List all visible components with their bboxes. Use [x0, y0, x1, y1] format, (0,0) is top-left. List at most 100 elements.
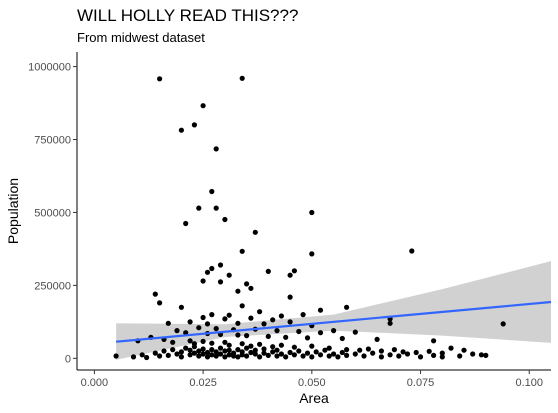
data-point	[274, 353, 280, 359]
data-point	[139, 352, 145, 358]
data-point	[209, 188, 215, 195]
data-point	[200, 278, 206, 284]
data-point	[278, 313, 284, 319]
data-point	[274, 347, 280, 353]
data-point	[304, 335, 311, 341]
data-point	[217, 262, 224, 268]
data-point	[317, 307, 324, 313]
data-point	[187, 338, 193, 344]
data-point	[265, 268, 271, 274]
data-point	[248, 285, 254, 291]
data-point	[300, 312, 306, 318]
data-point	[431, 352, 437, 358]
data-point	[317, 352, 324, 358]
data-point	[157, 353, 163, 359]
data-point	[209, 352, 215, 358]
data-point	[309, 354, 315, 360]
data-point	[226, 312, 232, 318]
data-point	[222, 339, 228, 345]
data-point	[244, 281, 250, 287]
data-point	[235, 320, 241, 326]
data-point	[170, 339, 176, 345]
data-point	[217, 345, 224, 351]
data-point	[213, 205, 219, 211]
data-point	[235, 332, 241, 338]
data-point	[113, 353, 119, 359]
data-point	[339, 349, 345, 356]
data-point	[191, 344, 197, 350]
data-point	[287, 272, 293, 278]
data-point	[178, 127, 184, 133]
confidence-band	[116, 261, 552, 360]
data-point	[226, 342, 232, 348]
data-point	[313, 349, 319, 355]
data-point	[396, 353, 402, 359]
data-point	[296, 328, 302, 335]
data-point	[239, 75, 245, 81]
data-point	[470, 351, 476, 357]
data-point	[270, 317, 276, 323]
data-point	[226, 272, 232, 278]
data-point	[200, 103, 206, 109]
data-point	[304, 350, 311, 356]
data-point	[239, 352, 245, 358]
data-point	[235, 288, 241, 294]
data-point	[278, 351, 284, 357]
data-point	[257, 354, 263, 360]
data-point	[309, 251, 315, 257]
data-point	[287, 349, 293, 356]
data-point	[204, 321, 211, 327]
y-tick-label: 0	[65, 353, 71, 365]
data-point	[213, 353, 219, 359]
data-point	[200, 338, 206, 344]
data-point	[204, 354, 211, 360]
x-axis-ticks: 0.000 0.025 0.050 0.075 0.100	[81, 370, 543, 389]
data-point	[361, 353, 367, 359]
data-point	[152, 350, 158, 356]
x-tick-label: 0.075	[407, 377, 435, 389]
data-point	[378, 348, 384, 354]
chart-subtitle: From midwest dataset	[77, 30, 205, 45]
data-point	[439, 354, 445, 360]
trend-line-layer	[116, 300, 552, 343]
data-point	[178, 354, 184, 360]
data-point	[352, 329, 358, 335]
data-point	[296, 348, 302, 354]
data-point	[265, 333, 271, 339]
data-point	[417, 354, 424, 360]
data-point	[283, 354, 289, 360]
data-point	[191, 122, 197, 128]
data-point	[191, 350, 197, 356]
data-point	[300, 353, 306, 359]
y-axis-ticks: 0 250000 500000 750000 1000000	[28, 62, 77, 365]
data-point	[365, 346, 371, 352]
data-point	[165, 320, 171, 326]
data-point	[291, 352, 297, 358]
x-tick-label: 0.025	[189, 377, 217, 389]
data-point	[378, 354, 384, 360]
y-tick-label: 250000	[34, 280, 71, 292]
data-point	[274, 328, 280, 334]
data-point	[357, 347, 363, 353]
data-point	[209, 347, 215, 353]
data-point	[157, 76, 163, 82]
data-point	[248, 343, 254, 349]
data-point	[252, 351, 258, 357]
data-point	[409, 248, 415, 254]
data-point	[248, 349, 254, 356]
data-point	[222, 316, 228, 322]
data-point	[370, 350, 376, 356]
data-point	[257, 309, 263, 315]
data-point	[231, 350, 237, 356]
data-point	[431, 338, 437, 344]
data-point	[130, 354, 137, 360]
data-point	[183, 220, 189, 227]
data-point	[261, 346, 267, 352]
data-point	[204, 269, 211, 275]
data-point	[213, 146, 219, 152]
x-axis-title: Area	[299, 390, 329, 406]
data-point	[352, 351, 358, 357]
data-point	[478, 352, 484, 358]
x-tick-label: 0.000	[81, 377, 109, 389]
data-point	[183, 330, 189, 336]
